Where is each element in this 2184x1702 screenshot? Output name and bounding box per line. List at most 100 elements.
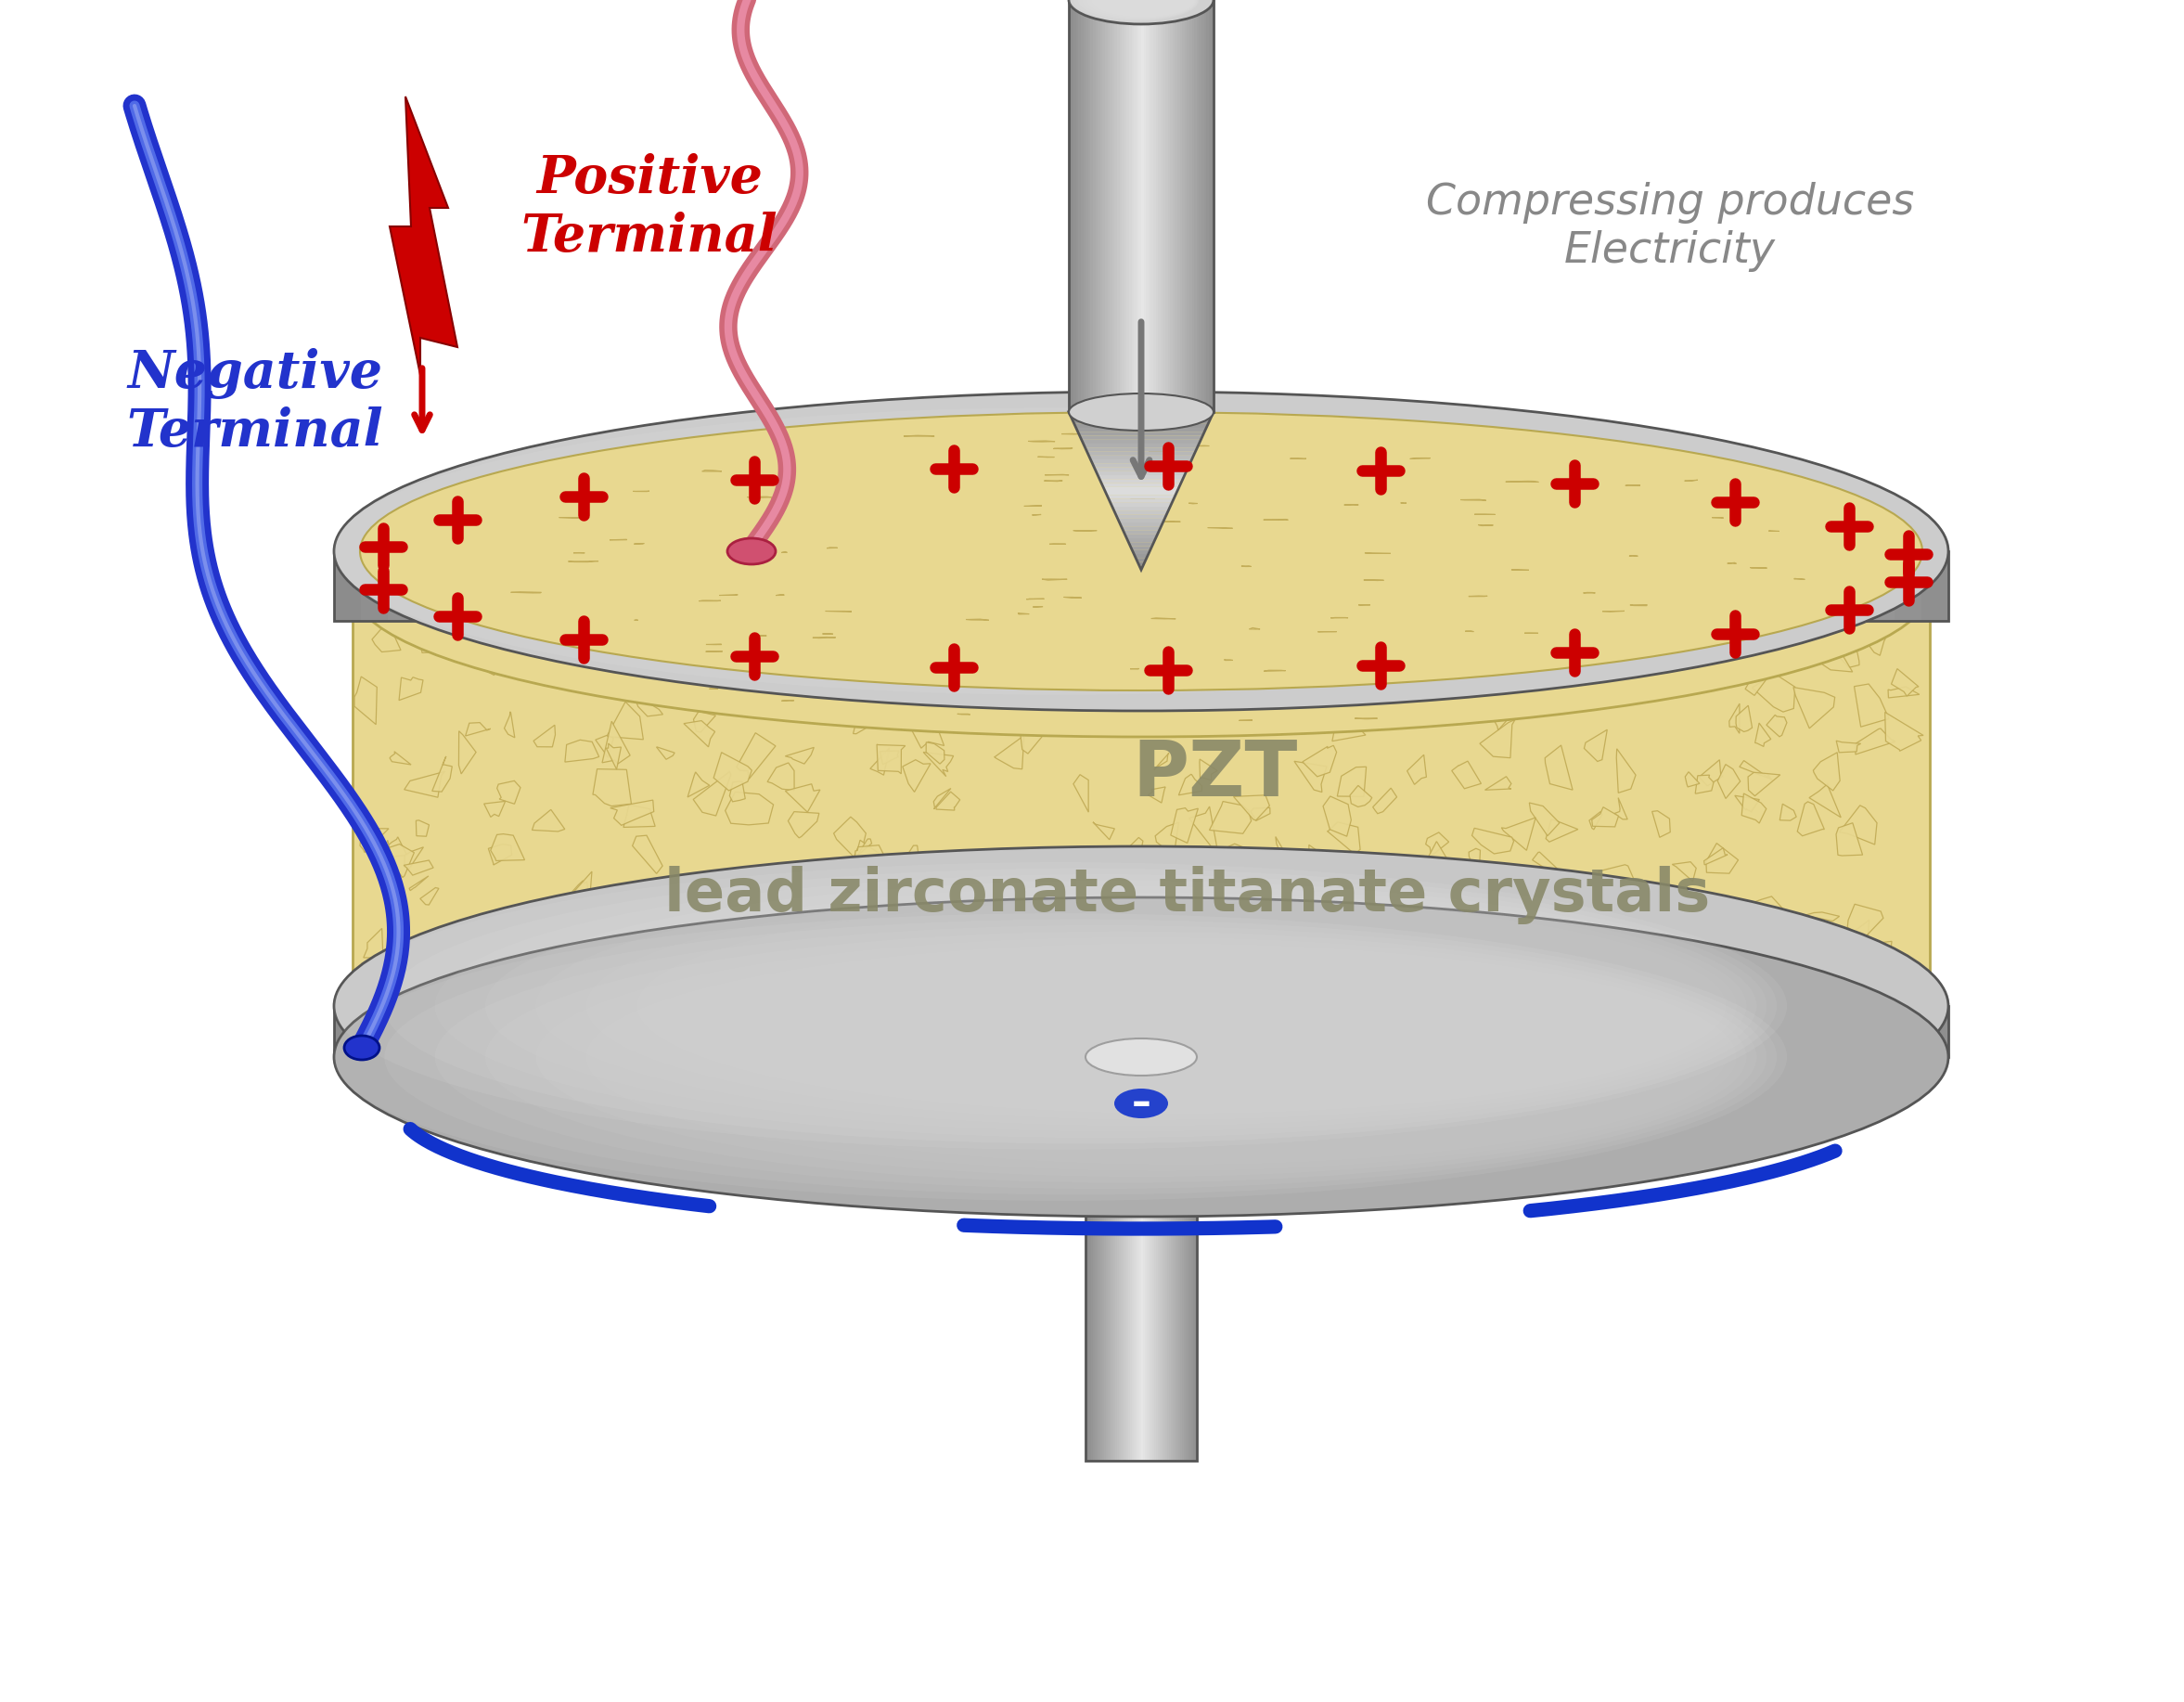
Polygon shape	[1743, 897, 1787, 936]
Polygon shape	[1251, 808, 1271, 820]
Polygon shape	[531, 948, 559, 979]
Polygon shape	[749, 863, 784, 895]
Polygon shape	[834, 817, 865, 860]
Polygon shape	[933, 788, 950, 808]
Polygon shape	[1793, 591, 1804, 608]
Polygon shape	[1123, 0, 1125, 412]
Polygon shape	[1138, 562, 1144, 565]
Polygon shape	[1168, 551, 1195, 621]
Polygon shape	[334, 1006, 360, 1057]
Polygon shape	[1745, 596, 1773, 623]
Polygon shape	[1127, 538, 1155, 543]
Polygon shape	[714, 752, 751, 791]
Polygon shape	[926, 1006, 952, 1057]
Polygon shape	[926, 551, 952, 621]
Polygon shape	[1221, 551, 1249, 621]
Polygon shape	[1210, 958, 1238, 985]
Polygon shape	[1249, 551, 1275, 621]
Polygon shape	[1389, 618, 1428, 654]
Polygon shape	[1813, 752, 1839, 791]
Polygon shape	[1605, 914, 1638, 946]
Polygon shape	[1922, 551, 1948, 621]
Polygon shape	[360, 1006, 389, 1057]
Ellipse shape	[1114, 1089, 1168, 1118]
Polygon shape	[978, 900, 1011, 924]
Polygon shape	[684, 1006, 710, 1057]
Polygon shape	[725, 647, 773, 674]
Polygon shape	[356, 963, 376, 989]
Polygon shape	[786, 747, 815, 764]
Polygon shape	[1745, 648, 1776, 696]
Polygon shape	[496, 551, 522, 621]
Polygon shape	[1171, 808, 1199, 842]
Polygon shape	[1476, 897, 1505, 931]
Polygon shape	[926, 742, 943, 764]
Polygon shape	[1568, 672, 1592, 710]
Polygon shape	[1109, 652, 1140, 694]
Polygon shape	[467, 955, 489, 979]
Polygon shape	[496, 1006, 522, 1057]
Polygon shape	[1210, 713, 1225, 735]
Polygon shape	[882, 671, 906, 688]
Polygon shape	[1760, 1006, 1787, 1057]
Polygon shape	[1013, 688, 1042, 708]
Polygon shape	[725, 791, 773, 825]
Polygon shape	[745, 887, 762, 907]
Polygon shape	[1529, 803, 1559, 836]
Polygon shape	[1013, 591, 1044, 618]
Polygon shape	[522, 630, 550, 654]
Polygon shape	[1155, 822, 1179, 848]
Polygon shape	[1328, 822, 1361, 856]
Polygon shape	[548, 551, 577, 621]
Polygon shape	[657, 551, 684, 621]
Polygon shape	[572, 880, 590, 902]
Polygon shape	[1149, 786, 1166, 803]
Polygon shape	[389, 551, 415, 621]
Polygon shape	[1125, 0, 1127, 412]
Polygon shape	[485, 802, 505, 817]
Polygon shape	[1136, 0, 1138, 412]
Polygon shape	[1485, 776, 1511, 790]
Ellipse shape	[334, 863, 1787, 1149]
Polygon shape	[981, 551, 1007, 621]
Polygon shape	[1437, 551, 1463, 621]
Polygon shape	[957, 892, 974, 909]
Polygon shape	[1166, 621, 1195, 657]
Polygon shape	[1450, 888, 1470, 902]
Polygon shape	[786, 785, 819, 812]
Polygon shape	[1671, 982, 1693, 1019]
Polygon shape	[1529, 883, 1568, 931]
Polygon shape	[1203, 0, 1206, 412]
Polygon shape	[1339, 652, 1369, 689]
Polygon shape	[1861, 950, 1904, 968]
Polygon shape	[1756, 723, 1771, 747]
Polygon shape	[1446, 882, 1483, 922]
Polygon shape	[1837, 822, 1863, 856]
Polygon shape	[1815, 551, 1841, 621]
Polygon shape	[1837, 740, 1861, 752]
Polygon shape	[1352, 650, 1380, 672]
Polygon shape	[1068, 0, 1070, 412]
Polygon shape	[491, 984, 515, 1006]
Polygon shape	[1324, 797, 1352, 836]
Polygon shape	[657, 660, 692, 676]
Polygon shape	[1184, 0, 1188, 412]
Polygon shape	[1651, 810, 1671, 837]
Polygon shape	[692, 771, 732, 815]
Polygon shape	[1455, 982, 1472, 1001]
Polygon shape	[1492, 967, 1511, 1001]
Polygon shape	[994, 735, 1024, 769]
Polygon shape	[1334, 599, 1345, 621]
Polygon shape	[1275, 1006, 1302, 1057]
Polygon shape	[1747, 773, 1780, 797]
Polygon shape	[1841, 1006, 1867, 1057]
Polygon shape	[631, 693, 664, 717]
Polygon shape	[596, 735, 614, 757]
Polygon shape	[1166, 0, 1168, 412]
Ellipse shape	[1085, 1038, 1197, 1076]
Polygon shape	[1645, 987, 1679, 1018]
Polygon shape	[1452, 761, 1481, 788]
Polygon shape	[1199, 0, 1201, 412]
Polygon shape	[502, 934, 531, 955]
Polygon shape	[845, 551, 871, 621]
